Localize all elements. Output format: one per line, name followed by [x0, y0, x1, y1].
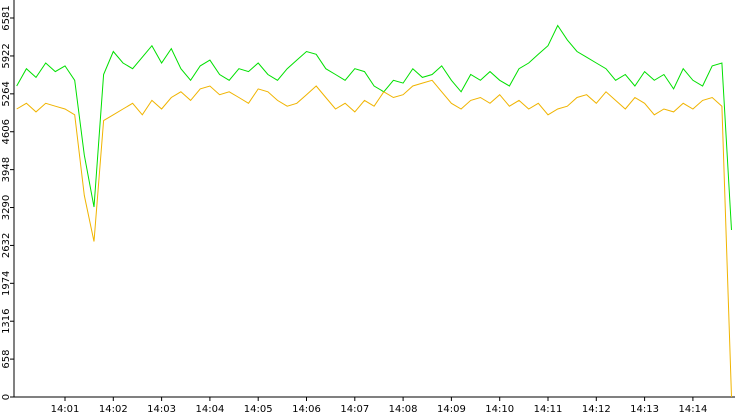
x-tick-label: 14:11	[534, 404, 563, 415]
series-line	[16, 24, 732, 231]
x-tick-label: 14:06	[292, 404, 321, 415]
y-tick-label: 2632	[1, 233, 12, 258]
x-tick-label: 14:05	[244, 404, 273, 415]
y-tick-label: 1974	[1, 271, 12, 296]
y-tick-label: 1316	[1, 308, 12, 333]
y-tick-label: 3290	[1, 195, 12, 220]
x-tick-label: 14:12	[582, 404, 611, 415]
y-tick-label: 658	[1, 350, 12, 369]
x-tick-label: 14:03	[147, 404, 176, 415]
x-tick-label: 14:14	[678, 404, 707, 415]
x-tick-label: 14:09	[437, 404, 466, 415]
x-tick-label: 14:13	[630, 404, 659, 415]
y-tick-label: 6581	[1, 5, 12, 30]
x-tick-label: 14:10	[485, 404, 514, 415]
y-tick-label: 5264	[1, 81, 12, 106]
series-line	[16, 79, 732, 398]
x-tick-label: 14:04	[195, 404, 224, 415]
y-tick-label: 0	[1, 394, 12, 400]
x-tick-label: 14:02	[99, 404, 128, 415]
y-tick-label: 5922	[1, 43, 12, 68]
x-tick-label: 14:08	[389, 404, 418, 415]
x-tick-label: 14:07	[340, 404, 369, 415]
y-tick-label: 3948	[1, 157, 12, 182]
x-tick-label: 14:01	[51, 404, 80, 415]
y-tick-label: 4606	[1, 119, 12, 144]
